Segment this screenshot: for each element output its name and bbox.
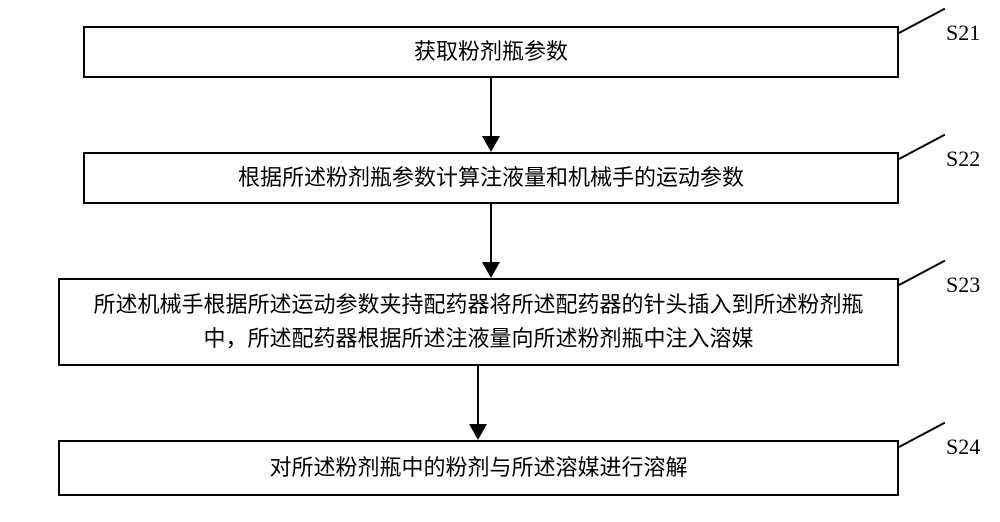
step-box-s22: 根据所述粉剂瓶参数计算注液量和机械手的运动参数 <box>83 152 899 204</box>
arrow-line-2 <box>490 204 492 262</box>
step-label-s23: S23 <box>946 272 980 298</box>
step-box-s23: 所述机械手根据所述运动参数夹持配药器将所述配药器的针头插入到所述粉剂瓶中，所述配… <box>58 278 899 366</box>
label-connector-s21 <box>899 8 946 34</box>
step-text-s24: 对所述粉剂瓶中的粉剂与所述溶媒进行溶解 <box>269 451 687 485</box>
label-connector-s23 <box>899 260 946 286</box>
step-label-s21: S21 <box>946 20 980 46</box>
step-label-s22: S22 <box>946 146 980 172</box>
step-label-s24: S24 <box>946 434 980 460</box>
arrow-head-3 <box>469 424 487 440</box>
arrow-line-1 <box>490 78 492 136</box>
step-text-s23: 所述机械手根据所述运动参数夹持配药器将所述配药器的针头插入到所述粉剂瓶中，所述配… <box>76 288 881 356</box>
step-text-s22: 根据所述粉剂瓶参数计算注液量和机械手的运动参数 <box>238 161 744 195</box>
step-text-s21: 获取粉剂瓶参数 <box>414 35 568 69</box>
arrow-line-3 <box>477 366 479 424</box>
step-box-s21: 获取粉剂瓶参数 <box>83 26 899 78</box>
step-box-s24: 对所述粉剂瓶中的粉剂与所述溶媒进行溶解 <box>58 440 899 496</box>
arrow-head-2 <box>482 262 500 278</box>
flowchart-container: 获取粉剂瓶参数 S21 根据所述粉剂瓶参数计算注液量和机械手的运动参数 S22 … <box>0 12 1000 522</box>
label-connector-s22 <box>899 134 946 160</box>
label-connector-s24 <box>899 422 946 448</box>
arrow-head-1 <box>482 136 500 152</box>
